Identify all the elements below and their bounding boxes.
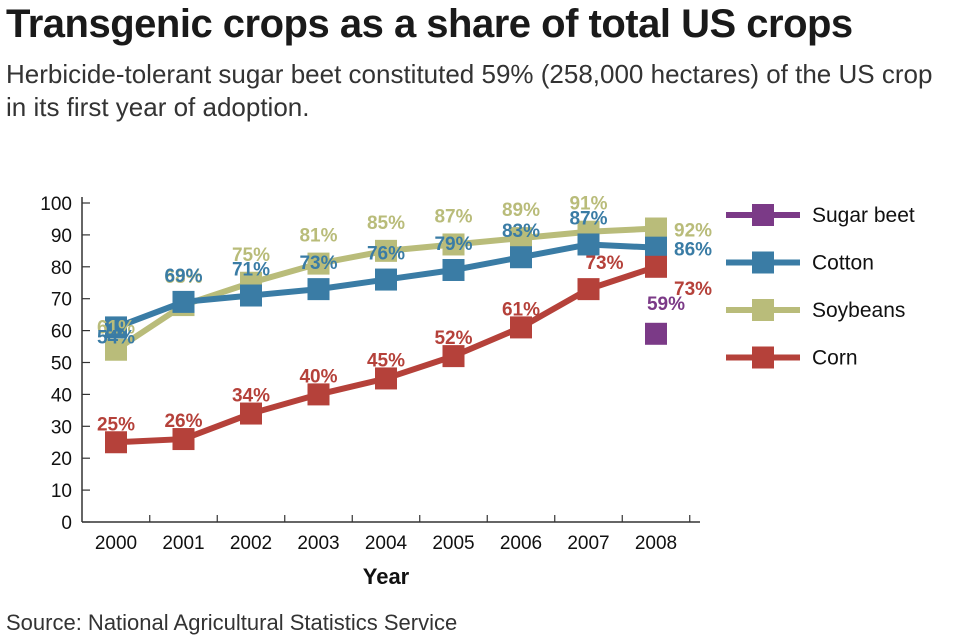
x-tick-label: 2003	[297, 533, 339, 554]
cotton-data-label: 54%	[97, 328, 135, 349]
soybeans-data-label: 92%	[674, 221, 712, 242]
legend-marker-soybeans	[752, 299, 774, 321]
y-tick-label: 90	[51, 226, 72, 247]
legend-marker-corn	[752, 346, 774, 369]
soybeans-point	[510, 227, 532, 250]
cotton-data-label: 87%	[569, 208, 607, 229]
soybeans-point	[105, 338, 127, 361]
corn-data-label: 52%	[434, 328, 472, 349]
y-tick-label: 70	[51, 290, 72, 311]
legend-label-sugar-beet: Sugar beet	[812, 204, 915, 227]
y-tick-label: 10	[51, 481, 72, 502]
corn-data-label: 61%	[502, 299, 540, 320]
corn-point	[240, 402, 262, 425]
y-tick-label: 50	[51, 354, 72, 375]
y-tick-label: 0	[61, 513, 72, 534]
corn-data-label: 26%	[164, 411, 202, 432]
y-tick-label: 80	[51, 258, 72, 279]
x-tick-label: 2000	[95, 533, 137, 554]
corn-point	[510, 316, 532, 339]
sugar-beet-point	[645, 322, 667, 345]
soybeans-point	[645, 217, 667, 240]
cotton-data-label: 83%	[502, 221, 540, 242]
x-tick-label: 2005	[432, 533, 474, 554]
cotton-point	[442, 258, 465, 281]
y-tick-label: 40	[51, 385, 72, 406]
corn-data-label: 34%	[232, 386, 270, 407]
corn-data-label: 73%	[585, 253, 623, 274]
cotton-data-label: 76%	[367, 244, 405, 265]
legend-marker-sugar-beet	[752, 204, 774, 226]
corn-point	[645, 255, 667, 278]
soybeans-data-label: 89%	[502, 200, 540, 221]
x-tick-label: 2004	[365, 533, 408, 554]
corn-data-label: 40%	[299, 366, 337, 387]
soybeans-data-label: 61%	[97, 317, 135, 338]
corn-data-label: 73%	[674, 279, 712, 300]
cotton-data-label: 79%	[434, 234, 472, 255]
soybeans-data-label: 81%	[299, 226, 337, 247]
corn-point	[307, 383, 330, 406]
soybeans-point	[307, 252, 330, 275]
cotton-data-label: 86%	[674, 240, 712, 261]
soybeans-point	[375, 239, 397, 262]
corn-point	[577, 278, 600, 301]
cotton-point	[510, 246, 532, 269]
x-axis-label: Year	[363, 564, 410, 589]
y-tick-label: 30	[51, 417, 72, 438]
cotton-data-label: 69%	[164, 266, 202, 287]
sugar-beet-data-label: 59%	[647, 294, 685, 315]
chart-source: Source: National Agricultural Statistics…	[6, 610, 458, 635]
cotton-point	[105, 316, 127, 339]
cotton-point	[577, 233, 600, 256]
corn-point	[105, 431, 127, 454]
x-tick-label: 2008	[635, 533, 677, 554]
legend-label-soybeans: Soybeans	[812, 299, 905, 322]
corn-point	[172, 428, 195, 451]
soybeans-point	[442, 233, 465, 256]
y-tick-label: 100	[40, 194, 72, 215]
soybeans-data-label: 75%	[232, 245, 270, 266]
legend-label-corn: Corn	[812, 347, 858, 370]
x-tick-label: 2002	[230, 533, 272, 554]
soybeans-data-label: 91%	[569, 194, 607, 215]
y-tick-label: 60	[51, 322, 72, 343]
chart-title: Transgenic crops as a share of total US …	[6, 2, 853, 46]
corn-point	[442, 345, 465, 368]
soybeans-data-label: 85%	[367, 213, 405, 234]
soybeans-data-label: 68%	[164, 267, 202, 288]
cotton-data-label: 71%	[232, 260, 270, 281]
x-tick-label: 2006	[500, 533, 542, 554]
cotton-point	[172, 290, 195, 313]
corn-data-label: 25%	[97, 414, 135, 435]
x-tick-label: 2007	[567, 533, 609, 554]
cotton-point	[307, 278, 330, 301]
chart-subtitle: Herbicide-tolerant sugar beet constitute…	[6, 59, 933, 122]
y-tick-label: 20	[51, 449, 72, 470]
cotton-point	[240, 284, 262, 307]
corn-point	[375, 367, 397, 390]
x-tick-label: 2001	[162, 533, 204, 554]
corn-data-label: 45%	[367, 350, 405, 371]
soybeans-data-label: 87%	[434, 206, 472, 227]
cotton-point	[375, 268, 397, 291]
cotton-point	[645, 236, 667, 259]
cotton-data-label: 73%	[299, 253, 337, 274]
legend-label-cotton: Cotton	[812, 252, 874, 275]
legend-marker-cotton	[752, 251, 774, 274]
